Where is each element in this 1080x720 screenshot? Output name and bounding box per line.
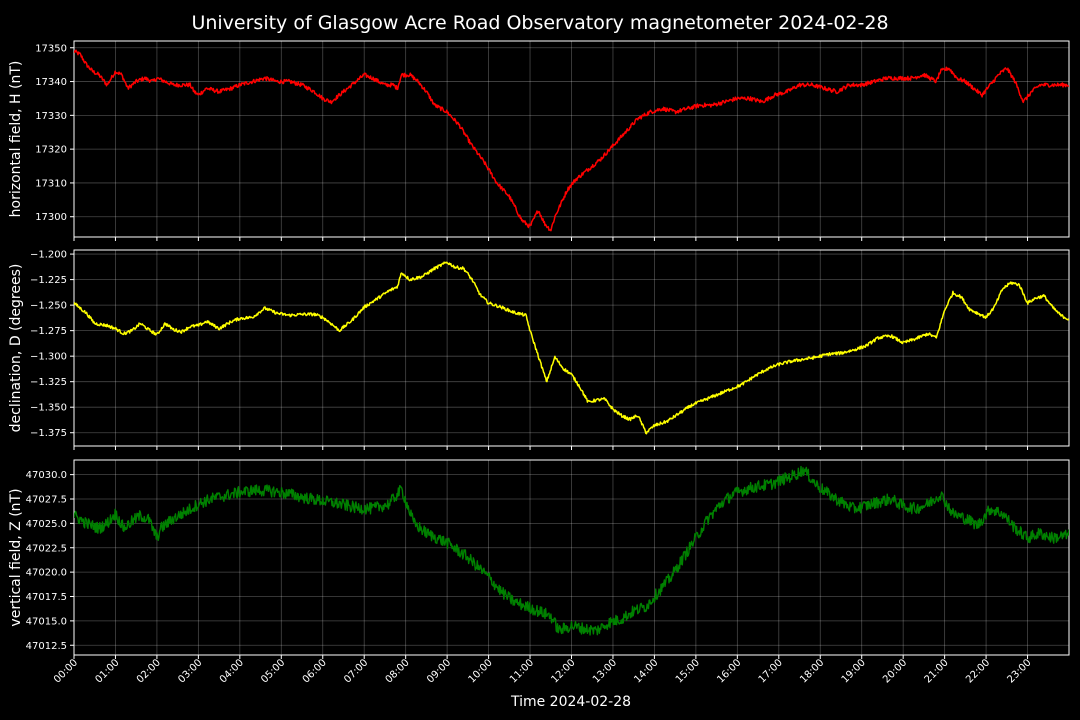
y-tick-label: 17310 [35,178,67,189]
series-line [74,49,1069,232]
y-tick-label: 47012.5 [26,641,67,652]
y-tick-label: 47027.5 [26,495,67,506]
y-tick-label: −1.325 [30,377,67,388]
panel-2: −1.375 −1.350 −1.325 −1.300 −1.275 −1.250 −1.2… [8,249,1070,450]
y-axis-label: horizontal field, H (nT) [8,61,24,218]
y-tick-label: 17320 [35,145,67,156]
y-tick-label: −1.375 [30,428,67,439]
y-tick-label: −1.225 [30,275,67,286]
y-tick-label: 17350 [35,43,67,54]
y-tick-label: 17300 [35,212,67,223]
y-tick-label: 47017.5 [26,592,67,603]
y-tick-label: −1.275 [30,326,67,337]
y-tick-label: 47030.0 [26,470,67,481]
panel-1: 17300 17310 17320 17330 17340 17350 horizontal… [8,40,1070,241]
y-tick-label: 47020.0 [26,568,67,579]
chart-title: University of Glasgow Acre Road Observat… [191,12,888,34]
y-tick-label: −1.300 [30,352,67,363]
y-tick-label: −1.200 [30,250,67,261]
panel-3: 47012.5 47015.0 47017.5 47020.0 47022.5 47025… [8,459,1070,659]
y-tick-label: 17340 [35,77,67,88]
chart-panels: 17300 17310 17320 17330 17340 17350 horizontal… [8,40,1070,686]
panel-frame [73,249,1070,447]
y-axis-label: vertical field, Z (nT) [8,488,24,626]
y-tick-label: −1.350 [30,403,67,414]
y-tick-label: 47025.0 [26,519,67,530]
y-tick-label: 17330 [35,111,67,122]
series-line [74,465,1069,636]
panel-frame [73,40,1070,238]
y-tick-label: 47022.5 [26,543,67,554]
y-axis-label: declination, D (degrees) [8,264,24,433]
series-line [74,261,1069,435]
y-tick-label: −1.250 [30,301,67,312]
y-tick-label: 47015.0 [26,616,67,627]
x-axis-label: Time 2024-02-28 [510,694,631,710]
